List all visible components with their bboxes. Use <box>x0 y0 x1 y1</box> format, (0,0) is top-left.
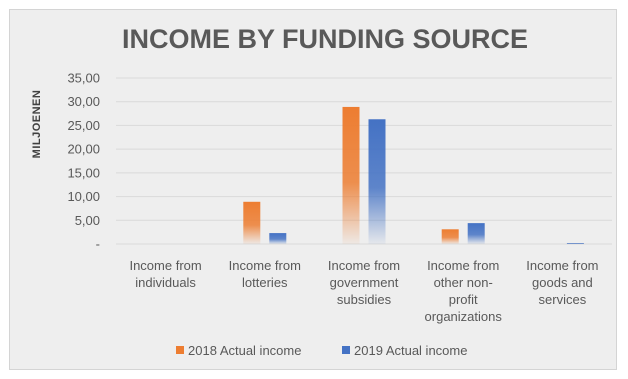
x-category-label: Income from goods and services <box>526 258 598 307</box>
bar-2019-4 <box>566 243 584 244</box>
bar-2018-2 <box>342 106 360 244</box>
x-category-label: Income from individuals <box>129 258 201 290</box>
chart-title: INCOME BY FUNDING SOURCE <box>122 24 528 54</box>
bars <box>243 106 584 244</box>
legend-swatch <box>342 346 350 354</box>
legend-label: 2018 Actual income <box>188 343 301 358</box>
x-category-label: Income from other non-profit organizations <box>425 258 503 324</box>
y-tick-label: 15,00 <box>67 165 100 180</box>
y-tick-label: 30,00 <box>67 94 100 109</box>
bar-2019-1 <box>269 233 287 244</box>
y-axis-ticks: - 5,00 10,00 15,00 20,00 25,00 30,00 35,00 <box>67 71 100 252</box>
chart-frame <box>9 9 617 370</box>
gridlines <box>116 77 612 245</box>
y-axis-label: MILJOENEN <box>31 90 43 159</box>
x-axis-categories: Income from individuals Income from lotteri… <box>129 258 598 324</box>
legend: 2018 Actual income 2019 Actual income <box>176 343 467 358</box>
x-category-label: Income from lotteries <box>229 258 301 290</box>
legend-swatch <box>176 346 184 354</box>
bar-2019-2 <box>368 119 386 244</box>
y-tick-label: 35,00 <box>67 71 100 86</box>
bar-2019-3 <box>467 223 485 244</box>
y-tick-label: 5,00 <box>75 213 100 228</box>
bar-2018-1 <box>243 201 261 244</box>
y-tick-label: 25,00 <box>67 118 100 133</box>
bar-2018-3 <box>441 229 459 244</box>
x-category-label: Income from government subsidies <box>328 258 400 307</box>
legend-label: 2019 Actual income <box>354 343 467 358</box>
y-tick-label: 20,00 <box>67 142 100 157</box>
y-tick-label: 10,00 <box>67 189 100 204</box>
y-tick-label: - <box>96 237 100 252</box>
